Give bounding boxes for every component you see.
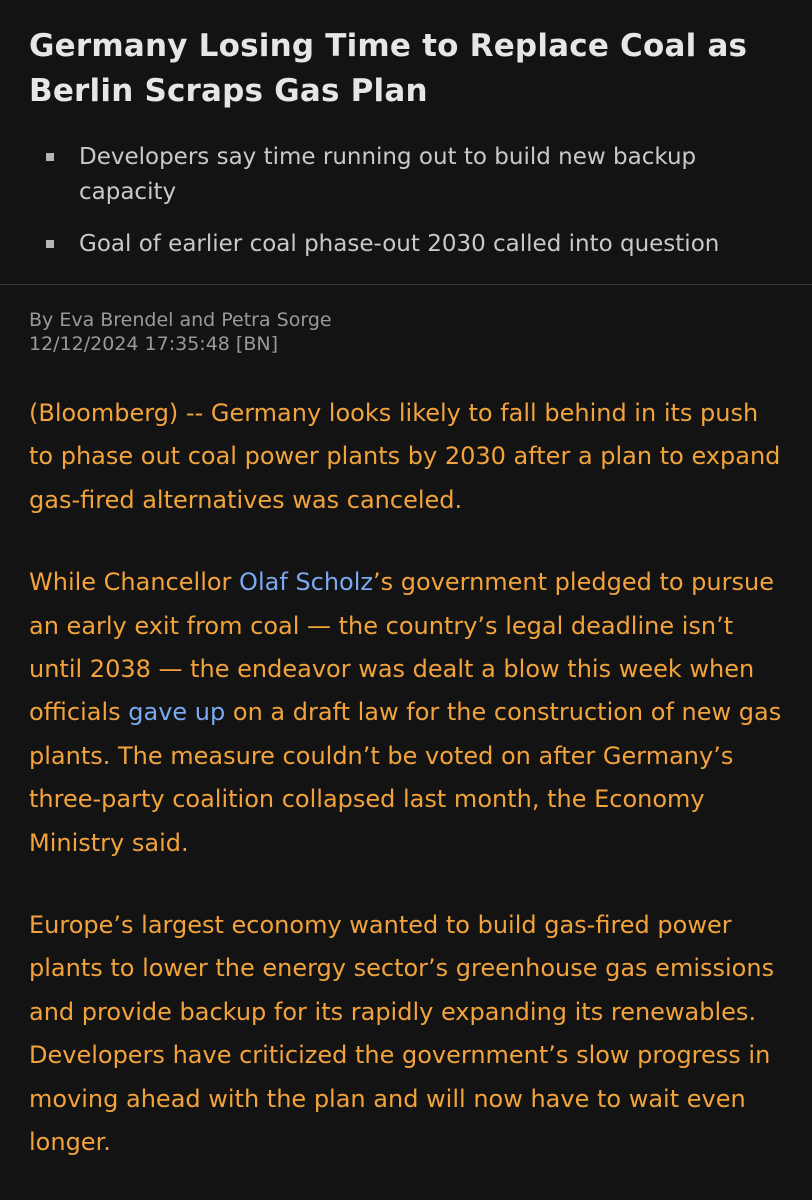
square-bullet-icon [46,240,54,248]
paragraph-text: ’s government pledged to pursue an early… [29,568,774,727]
paragraph-text: on a draft law for the construction of n… [29,698,782,857]
body-paragraph: (Bloomberg) -- Germany looks likely to f… [29,399,781,514]
article-headline: Germany Losing Time to Replace Coal as B… [29,28,748,109]
article-timestamp: 12/12/2024 17:35:48 [BN] [29,333,278,355]
article-byline: By Eva Brendel and Petra Sorge [29,309,332,331]
paragraph-text: While Chancellor [29,568,240,597]
summary-bullet-text: Goal of earlier coal phase-out 2030 call… [79,231,720,257]
body-paragraph: Europe’s largest economy wanted to build… [29,911,775,1157]
gave-up-link[interactable]: gave up [128,698,226,727]
header-divider [0,284,812,285]
summary-bullet: Goal of earlier coal phase-out 2030 call… [29,227,782,262]
summary-bullets: Developers say time running out to build… [29,140,782,262]
summary-bullet: Developers say time running out to build… [29,140,782,210]
square-bullet-icon [46,153,54,161]
body-paragraph: While Chancellor Olaf Scholz’s governmen… [29,561,782,865]
olaf-scholz-link[interactable]: Olaf Scholz [239,568,373,597]
summary-bullet-text: Developers say time running out to build… [79,144,697,205]
article-body: (Bloomberg) -- Germany looks likely to f… [29,392,782,1165]
